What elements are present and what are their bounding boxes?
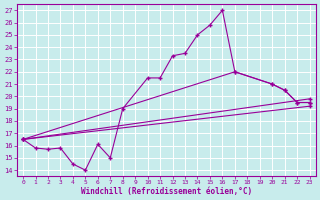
X-axis label: Windchill (Refroidissement éolien,°C): Windchill (Refroidissement éolien,°C) [81, 187, 252, 196]
